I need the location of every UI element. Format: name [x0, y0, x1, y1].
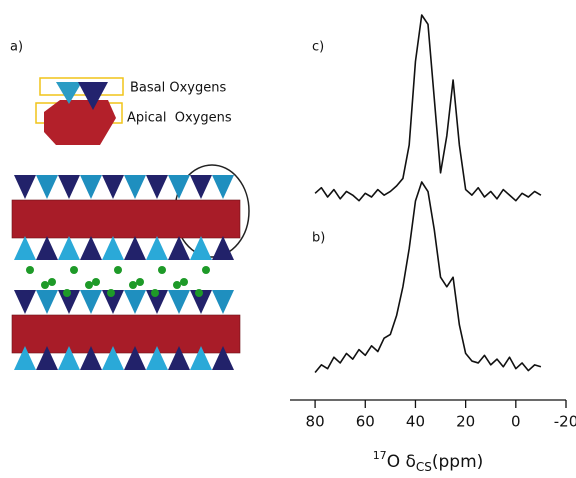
tetrahedron	[36, 236, 58, 260]
spectrum-line	[315, 15, 541, 201]
subscript: CS	[416, 460, 432, 474]
cation	[195, 289, 203, 297]
apical-label: Apical Oxygens	[127, 111, 232, 126]
tetrahedron	[168, 290, 190, 314]
panel-label: c)	[312, 40, 324, 55]
tetrahedron	[212, 290, 234, 314]
cation	[180, 278, 188, 286]
nucleus: O δ	[387, 452, 416, 472]
x-tick-label: 20	[456, 413, 475, 431]
x-tick-label: -20	[554, 413, 576, 431]
basal-label: Basal Oxygens	[130, 81, 226, 96]
unit: (ppm)	[432, 452, 483, 472]
octahedral-layer	[12, 200, 240, 238]
tetrahedron	[36, 175, 58, 199]
cation	[63, 289, 71, 297]
panel-label: b)	[312, 231, 325, 246]
tetrahedron	[124, 290, 146, 314]
spectrum-line	[315, 182, 541, 372]
cation	[173, 281, 181, 289]
cation	[151, 289, 159, 297]
tetrahedron	[168, 236, 190, 260]
spectra: 80 60 40 20 0 -20 c) b)	[290, 15, 576, 431]
tetrahedron	[58, 236, 80, 260]
cation	[85, 281, 93, 289]
x-axis-label: 17O δCS(ppm)	[373, 449, 484, 474]
octahedral-layer	[12, 315, 240, 353]
tetrahedron	[80, 175, 102, 199]
cation	[92, 278, 100, 286]
x-tick-label: 80	[306, 413, 325, 431]
tetrahedron	[190, 175, 212, 199]
x-tick-label: 60	[356, 413, 375, 431]
x-tick-label: 40	[406, 413, 425, 431]
tetrahedron	[146, 236, 168, 260]
cation	[41, 281, 49, 289]
cation	[70, 266, 78, 274]
cation	[107, 289, 115, 297]
tetrahedron	[14, 290, 36, 314]
isotope: 17	[373, 449, 387, 462]
tetrahedron	[102, 175, 124, 199]
tetrahedron	[80, 290, 102, 314]
octahedra	[44, 100, 116, 145]
tetrahedron	[146, 175, 168, 199]
panel-label: a)	[10, 40, 23, 55]
cation	[48, 278, 56, 286]
figure: a) Basal Oxygens Apical Oxygens 80 60 40 20…	[0, 0, 576, 478]
x-tick-label: 0	[511, 413, 521, 431]
cation	[114, 266, 122, 274]
tetrahedron	[14, 236, 36, 260]
cation	[129, 281, 137, 289]
tetrahedron	[212, 175, 234, 199]
cation	[158, 266, 166, 274]
cation	[26, 266, 34, 274]
tetrahedron	[36, 290, 58, 314]
cation	[136, 278, 144, 286]
cation	[202, 266, 210, 274]
tetrahedron	[190, 236, 212, 260]
tetrahedron	[58, 175, 80, 199]
tetrahedron	[124, 175, 146, 199]
tetrahedron	[212, 236, 234, 260]
tetrahedron	[168, 175, 190, 199]
tetrahedron	[80, 236, 102, 260]
tetrahedron	[124, 236, 146, 260]
tetrahedron	[102, 236, 124, 260]
tetrahedron	[14, 175, 36, 199]
